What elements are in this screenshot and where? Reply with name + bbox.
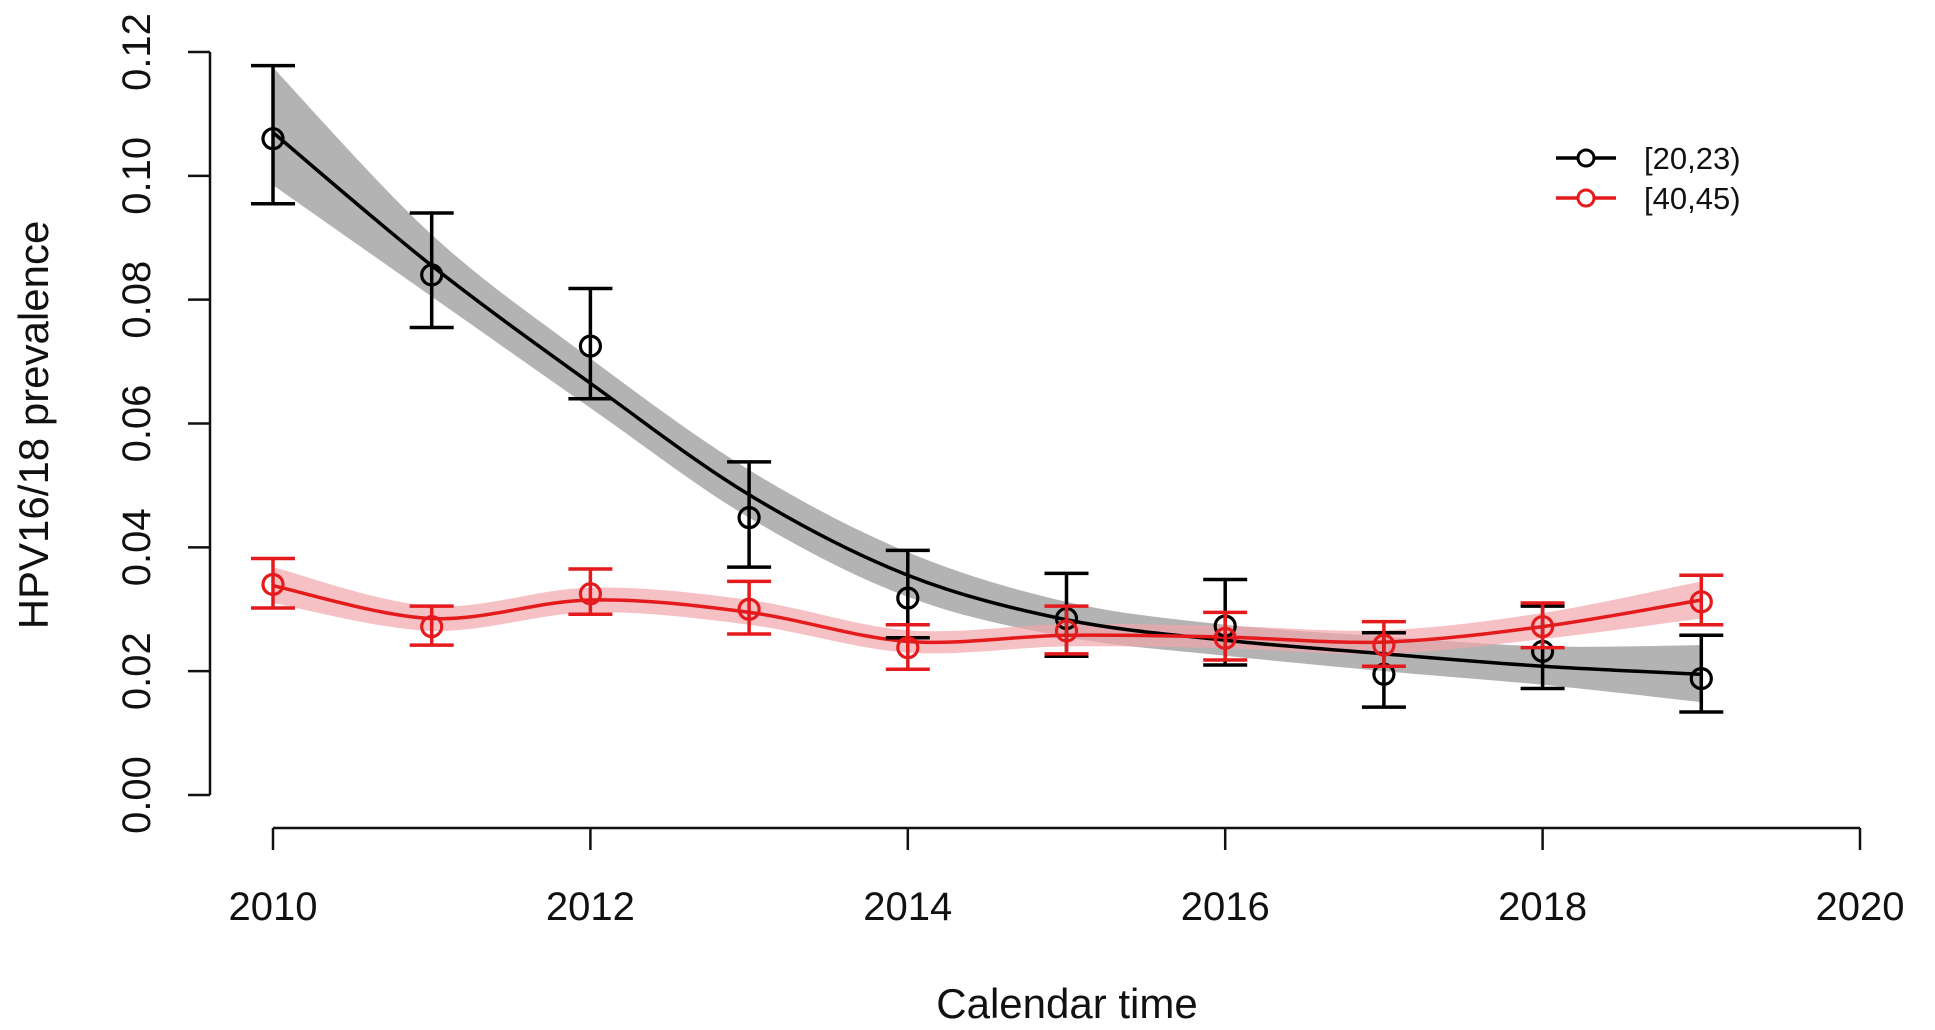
series-40-45-point: [1679, 573, 1724, 627]
data-point-marker: [261, 572, 285, 597]
series-40-45-point: [885, 622, 930, 672]
y-tick-label: 0.10: [115, 137, 159, 215]
y-tick-label: 0.02: [115, 632, 159, 710]
data-point-marker: [1530, 614, 1555, 639]
legend-entry: [20,23): [1556, 141, 1741, 176]
legend-marker: [1576, 148, 1596, 168]
series-20-23-point: [251, 63, 295, 206]
x-axis-title: Calendar time: [936, 980, 1197, 1027]
legend-marker: [1576, 188, 1596, 208]
x-tick-label: 2012: [546, 885, 635, 929]
data-point-marker: [578, 334, 603, 358]
x-tick-label: 2020: [1816, 885, 1905, 929]
series-40-45-point: [727, 579, 772, 636]
data-point-marker: [1054, 619, 1079, 643]
x-tick-label: 2010: [229, 885, 318, 929]
series-20-23-point: [568, 286, 613, 401]
y-tick-label: 0.04: [115, 508, 159, 586]
data-point-marker: [420, 263, 444, 287]
series-20-23-fit-line: [271, 131, 1702, 677]
y-tick-label: 0.12: [115, 13, 159, 91]
series-40-45-point: [1361, 619, 1406, 668]
data-point-marker: [1372, 633, 1396, 657]
data-point-marker: [896, 636, 920, 660]
series-40-45-point: [251, 556, 295, 610]
data-point-marker: [261, 127, 285, 151]
data-point-marker: [737, 597, 761, 621]
series-40-45-point: [1044, 604, 1089, 656]
legend-label: [20,23): [1644, 141, 1741, 176]
legend-label: [40,45): [1644, 181, 1741, 216]
y-tick-label: 0.00: [115, 756, 159, 834]
series-20-23-point: [727, 460, 772, 569]
fitted-curves: [271, 131, 1702, 677]
series-20-23-point: [1679, 633, 1724, 714]
data-point-marker: [420, 614, 444, 639]
y-axis: 0.00 0.02 0.04 0.06 0.08 0.10 0.12: [115, 13, 212, 834]
series-40-45-point: [1203, 610, 1248, 662]
series-40-45-point: [1520, 601, 1565, 650]
y-tick-label: 0.08: [115, 261, 159, 339]
confidence-bands: [273, 67, 1702, 703]
x-tick-label: 2014: [863, 885, 952, 929]
legend: [20,23) [40,45): [1556, 141, 1741, 216]
y-tick-label: 0.06: [115, 385, 159, 463]
series-40-45-point: [409, 604, 454, 647]
x-tick-label: 2016: [1181, 885, 1270, 929]
y-axis-title: HPV16/18 prevalence: [10, 221, 57, 630]
data-point-marker: [1689, 666, 1713, 691]
series-40-45-fit-line: [272, 584, 1702, 645]
series-20-23-point: [409, 211, 454, 330]
x-axis: 2010 2012 2014 2016 2018 2020: [229, 826, 1905, 929]
data-point-marker: [737, 506, 761, 530]
series-40-45-point: [568, 567, 613, 616]
data-point-marker: [1213, 626, 1237, 650]
series-20-23-confidence-band: [273, 67, 1702, 703]
legend-entry: [40,45): [1556, 181, 1741, 216]
series-40-45-confidence-band: [273, 567, 1702, 655]
x-tick-label: 2018: [1498, 885, 1587, 929]
data-point-marker: [896, 586, 920, 610]
data-point-marker: [578, 582, 603, 606]
data-point-marker: [1689, 590, 1713, 614]
observed-points: [251, 63, 1724, 714]
